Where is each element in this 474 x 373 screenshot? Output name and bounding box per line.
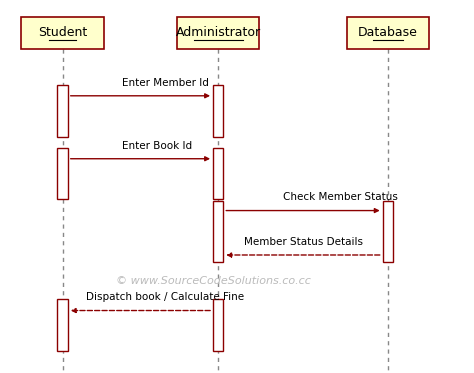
Bar: [383, 201, 393, 262]
Bar: [213, 148, 223, 200]
Text: © www.SourceCodeSolutions.co.cc: © www.SourceCodeSolutions.co.cc: [116, 276, 311, 286]
Bar: [57, 300, 68, 351]
Bar: [346, 17, 429, 48]
Bar: [21, 17, 104, 48]
Bar: [57, 85, 68, 137]
Text: Student: Student: [38, 26, 87, 40]
Bar: [213, 300, 223, 351]
Text: Database: Database: [358, 26, 418, 40]
Bar: [177, 17, 259, 48]
Text: Member Status Details: Member Status Details: [244, 237, 363, 247]
Text: Enter Book Id: Enter Book Id: [122, 141, 192, 151]
Text: Check Member Status: Check Member Status: [283, 192, 398, 203]
Text: Dispatch book / Calculate Fine: Dispatch book / Calculate Fine: [86, 292, 244, 303]
Bar: [57, 148, 68, 200]
Bar: [213, 85, 223, 137]
Text: Administrator: Administrator: [175, 26, 261, 40]
Text: Enter Member Id: Enter Member Id: [122, 78, 209, 88]
Bar: [213, 201, 223, 262]
